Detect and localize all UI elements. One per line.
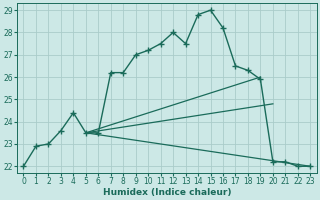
X-axis label: Humidex (Indice chaleur): Humidex (Indice chaleur) bbox=[103, 188, 231, 197]
